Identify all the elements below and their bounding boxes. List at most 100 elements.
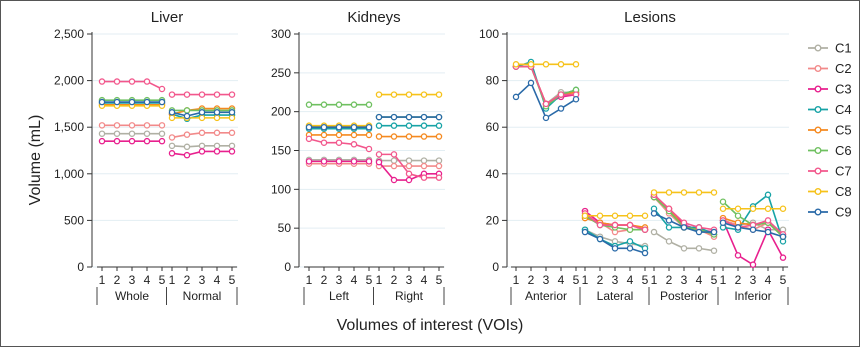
x-tick-label: 2 (391, 273, 398, 287)
data-point (390, 122, 398, 129)
data-point (305, 101, 313, 108)
data-point (420, 113, 428, 121)
x-tick-label: 5 (573, 273, 580, 287)
x-tick-label: 5 (711, 273, 718, 287)
data-point (213, 91, 221, 98)
data-point (113, 122, 121, 129)
data-point (435, 113, 443, 121)
data-point (98, 78, 106, 85)
legend-swatch-marker (814, 85, 822, 93)
data-point (320, 123, 328, 131)
data-point (695, 245, 703, 252)
data-point (680, 189, 688, 196)
panel-title: Liver (151, 9, 184, 26)
data-point (527, 61, 535, 68)
data-point (435, 162, 443, 170)
data-point (390, 157, 398, 164)
legend-label: C7 (835, 164, 852, 179)
data-point (749, 226, 757, 233)
data-point (641, 226, 649, 233)
data-point (665, 217, 673, 224)
legend-swatch-marker (814, 44, 822, 52)
x-tick-label: 2 (597, 273, 604, 287)
data-point (512, 93, 520, 101)
data-point (350, 158, 358, 165)
data-point (143, 122, 151, 129)
data-point (98, 130, 106, 137)
data-point (158, 85, 166, 93)
data-point (320, 158, 328, 165)
data-point (710, 247, 718, 254)
group-label: Right (395, 289, 424, 303)
y-tick-label: 1,000 (54, 167, 84, 181)
data-point (779, 233, 787, 240)
x-tick-label: 4 (144, 273, 151, 287)
data-point (665, 238, 673, 245)
x-tick-label: 5 (780, 273, 787, 287)
data-point (596, 212, 604, 219)
data-point (420, 174, 428, 181)
x-tick-label: 4 (351, 273, 358, 287)
series-c3 (98, 137, 236, 159)
data-point (665, 189, 673, 196)
data-point (375, 113, 383, 121)
data-point (390, 91, 398, 98)
data-point (650, 228, 658, 236)
data-point (183, 143, 191, 151)
data-point (779, 205, 787, 212)
group-label: Anterior (525, 289, 567, 303)
data-point (435, 122, 443, 129)
data-point (405, 157, 413, 164)
data-point (405, 170, 413, 178)
data-point (365, 145, 373, 153)
data-point (719, 219, 727, 226)
data-point (764, 217, 772, 224)
data-point (734, 224, 742, 231)
y-tick-label: 250 (271, 66, 291, 80)
y-axis-label: Volume (mL) (27, 115, 44, 206)
y-tick-label: 100 (479, 27, 499, 41)
data-point (198, 129, 206, 137)
data-point (113, 130, 121, 137)
data-point (764, 205, 772, 212)
data-point (143, 130, 151, 137)
x-tick-label: 1 (169, 273, 176, 287)
y-tick-label: 80 (486, 74, 500, 88)
data-point (305, 135, 313, 143)
data-point (168, 134, 176, 141)
data-point (98, 98, 106, 106)
y-tick-label: 60 (486, 120, 500, 134)
data-point (213, 129, 221, 137)
data-point (213, 148, 221, 155)
x-tick-label: 3 (406, 273, 413, 287)
x-tick-label: 5 (159, 273, 166, 287)
data-point (128, 122, 136, 129)
data-point (611, 212, 619, 219)
data-point (390, 113, 398, 121)
data-point (764, 228, 772, 236)
x-tick-label: 4 (765, 273, 772, 287)
x-tick-label: 1 (720, 273, 727, 287)
data-point (512, 61, 520, 68)
x-tick-label: 4 (696, 273, 703, 287)
data-point (557, 61, 565, 68)
x-tick-label: 5 (642, 273, 649, 287)
data-point (375, 122, 383, 129)
data-point (213, 114, 221, 122)
data-point (405, 133, 413, 140)
y-tick-label: 200 (271, 105, 291, 119)
group-label: Inferior (734, 289, 771, 303)
x-tick-label: 4 (421, 273, 428, 287)
data-point (749, 261, 757, 268)
y-tick-label: 0 (492, 260, 499, 274)
data-point (710, 189, 718, 196)
data-point (764, 191, 772, 199)
data-point (213, 109, 221, 116)
data-point (198, 114, 206, 122)
series-c7 (305, 135, 443, 181)
data-point (581, 228, 589, 236)
data-point (641, 212, 649, 219)
data-point (113, 137, 121, 145)
